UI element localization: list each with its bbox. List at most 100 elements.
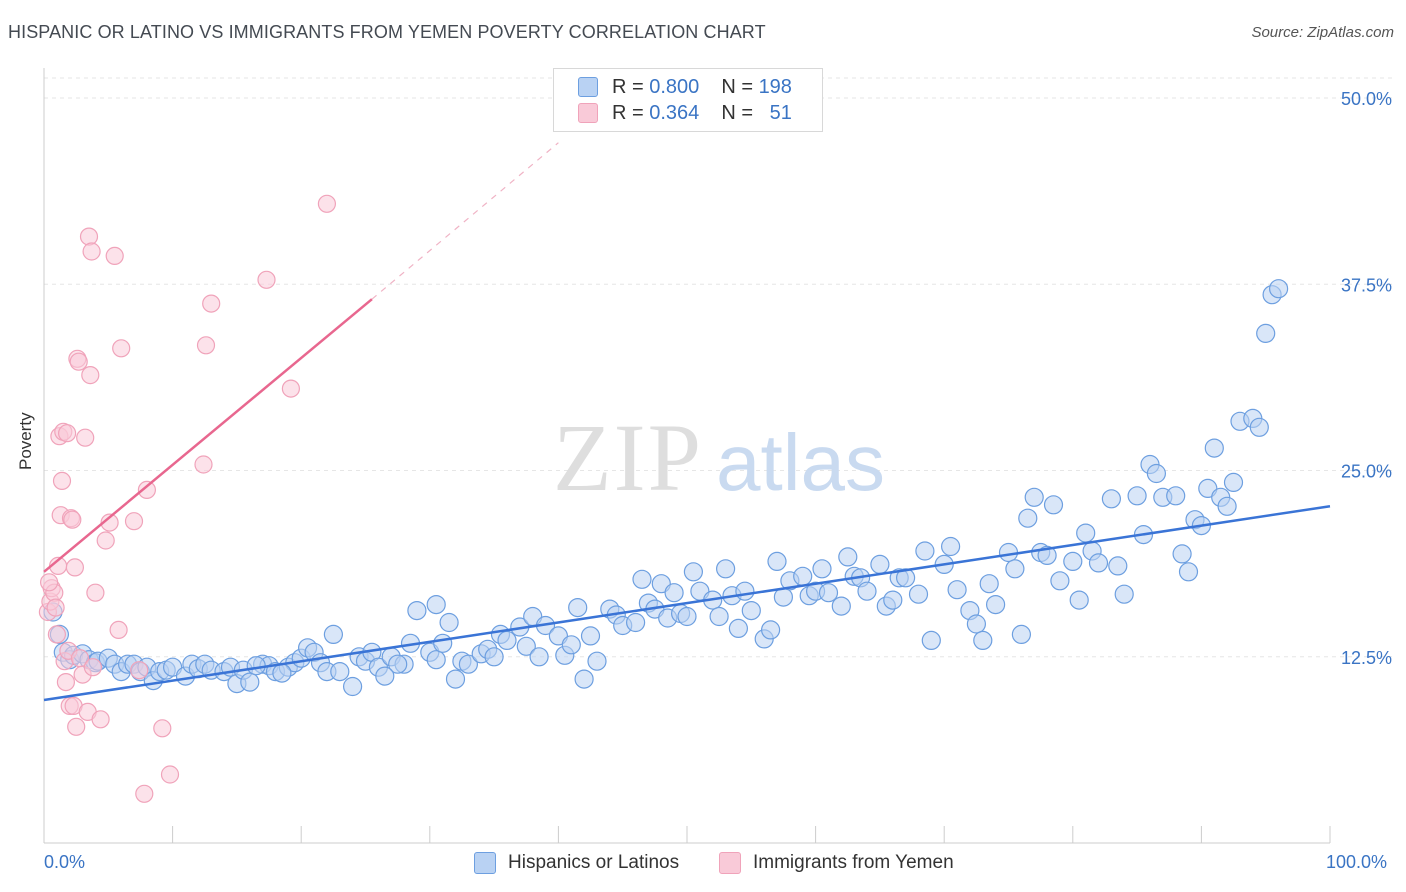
- point-hispanic: [484, 647, 504, 667]
- point-yemen: [130, 661, 149, 680]
- point-hispanic: [1101, 489, 1122, 509]
- point-yemen: [135, 784, 154, 803]
- point-hispanic: [908, 584, 929, 604]
- point-yemen: [137, 480, 156, 499]
- legend-label-hispanic: Hispanics or Latinos: [508, 852, 680, 873]
- point-yemen: [196, 336, 216, 355]
- point-hispanic: [1069, 590, 1089, 610]
- stats-row-yemen: R = 0.364 N = 51: [578, 100, 792, 126]
- point-hispanic: [323, 624, 343, 645]
- source-label: Source: ZipAtlas.com: [1251, 24, 1394, 41]
- point-hispanic: [561, 635, 581, 655]
- points: [38, 194, 1289, 803]
- legend-swatch-yemen: [719, 852, 741, 874]
- chart-title: HISPANIC OR LATINO VS IMMIGRANTS FROM YE…: [8, 22, 766, 42]
- n-label: N =: [721, 75, 753, 98]
- point-yemen: [91, 710, 110, 729]
- point-yemen: [109, 620, 128, 640]
- point-yemen: [124, 512, 144, 531]
- point-hispanic: [940, 536, 961, 557]
- point-hispanic: [1204, 438, 1224, 458]
- point-yemen: [317, 194, 336, 213]
- n-label: N =: [721, 101, 753, 124]
- point-hispanic: [497, 630, 517, 651]
- point-hispanic: [240, 672, 260, 692]
- point-hispanic: [1249, 417, 1269, 437]
- point-hispanic: [818, 583, 839, 603]
- series-legend: Hispanics or Latinos Immigrants from Yem…: [0, 852, 1406, 878]
- point-hispanic: [388, 654, 408, 674]
- point-yemen: [79, 227, 99, 246]
- point-yemen: [257, 270, 276, 289]
- point-hispanic: [677, 606, 697, 627]
- legend-label-yemen: Immigrants from Yemen: [753, 852, 954, 873]
- y-tick-label-0: 12.5%: [1341, 648, 1392, 668]
- point-hispanic: [1108, 556, 1128, 576]
- legend-swatch-hispanic: [474, 852, 496, 874]
- legend-item-hispanic[interactable]: Hispanics or Latinos: [474, 852, 679, 874]
- point-hispanic: [426, 650, 446, 670]
- point-yemen: [82, 242, 101, 261]
- n-value: 51: [769, 101, 792, 124]
- r-label: R =: [612, 75, 644, 98]
- point-yemen: [83, 658, 103, 677]
- x-tick-label-min: 0.0%: [44, 852, 86, 872]
- n-value: 198: [758, 75, 792, 98]
- point-hispanic: [979, 574, 999, 594]
- point-yemen: [81, 366, 100, 385]
- point-hispanic: [767, 551, 787, 572]
- legend-item-yemen[interactable]: Immigrants from Yemen: [719, 852, 954, 874]
- point-hispanic: [735, 581, 755, 601]
- point-yemen: [96, 531, 115, 550]
- point-hispanic: [272, 663, 292, 683]
- point-hispanic: [709, 606, 729, 627]
- point-hispanic: [516, 636, 536, 656]
- r-label: R =: [612, 101, 644, 124]
- y-tick-label-2: 37.5%: [1341, 275, 1392, 295]
- point-yemen: [56, 672, 76, 692]
- point-hispanic: [973, 630, 993, 651]
- x-tick-label-max: 100.0%: [1326, 852, 1388, 872]
- point-hispanic: [985, 594, 1006, 615]
- point-hispanic: [407, 600, 427, 621]
- point-yemen: [46, 598, 65, 617]
- point-yemen: [67, 717, 86, 736]
- point-yemen: [52, 471, 72, 490]
- point-hispanic: [246, 656, 266, 676]
- point-hispanic: [1088, 553, 1109, 573]
- point-yemen: [281, 379, 300, 398]
- trend-lines: [43, 142, 1331, 702]
- point-hispanic: [1018, 508, 1038, 528]
- point-hispanic: [1037, 545, 1057, 566]
- point-yemen: [57, 424, 77, 443]
- point-hispanic: [1217, 496, 1237, 516]
- point-yemen: [63, 510, 82, 529]
- point-hispanic: [915, 541, 935, 561]
- point-hispanic: [458, 654, 478, 674]
- watermark: ZIP atlas: [553, 404, 885, 511]
- y-axis-label: Poverty: [16, 412, 35, 470]
- point-yemen: [65, 558, 85, 577]
- point-hispanic: [1005, 559, 1025, 579]
- point-yemen: [86, 583, 105, 602]
- point-hispanic: [580, 626, 601, 646]
- point-yemen: [100, 513, 119, 532]
- point-hispanic: [330, 661, 350, 682]
- point-hispanic: [838, 547, 858, 567]
- point-yemen: [202, 294, 221, 313]
- point-hispanic: [1043, 495, 1064, 515]
- stats-row-hispanic: R = 0.800 N = 198: [578, 74, 792, 100]
- watermark-atlas: atlas: [716, 418, 885, 507]
- point-hispanic: [568, 597, 588, 618]
- point-hispanic: [1223, 472, 1244, 492]
- axes: [43, 68, 1331, 844]
- point-hispanic: [728, 618, 749, 639]
- stats-legend: R = 0.800 N = 198 R = 0.364 N = 51: [553, 68, 823, 132]
- point-hispanic: [1011, 624, 1032, 645]
- point-hispanic: [625, 612, 646, 633]
- y-tick-labels: 12.5% 25.0% 37.5% 50.0%: [1341, 89, 1392, 668]
- point-yemen: [160, 765, 180, 784]
- point-yemen: [69, 352, 88, 371]
- y-tick-label-1: 25.0%: [1341, 462, 1392, 482]
- point-hispanic: [632, 569, 652, 589]
